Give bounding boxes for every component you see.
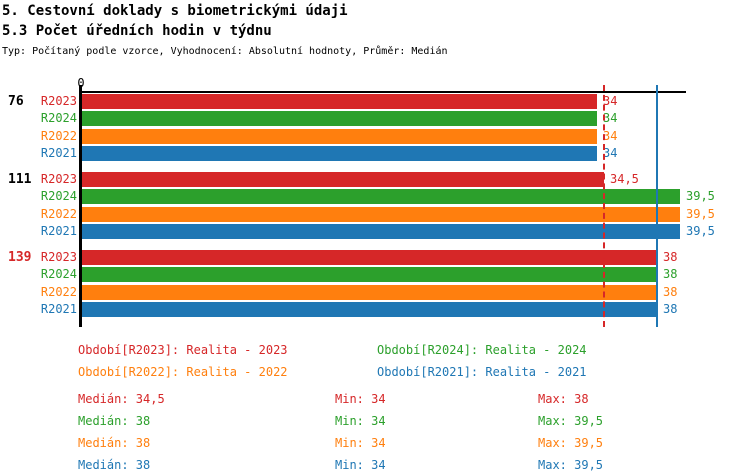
bar-value-label: 38: [663, 267, 678, 281]
stat-min-r2022: Min: 34: [335, 436, 386, 450]
chart-meta-line: Typ: Počítaný podle vzorce, Vyhodnocení:…: [2, 46, 448, 57]
group-label-111: 111: [8, 172, 32, 187]
bar-R2021-group-111: [82, 224, 680, 239]
stat-min-r2023: Min: 34: [335, 392, 386, 406]
reference-line-median-R2023: [603, 85, 605, 327]
row-label-R2024: R2024: [40, 111, 77, 125]
bar-R2023-group-111: [82, 172, 604, 187]
group-label-139: 139: [8, 250, 32, 265]
axis-left-line: [79, 85, 82, 327]
row-label-R2022: R2022: [40, 129, 77, 143]
bar-value-label: 34: [603, 111, 618, 125]
bar-R2021-group-76: [82, 146, 597, 161]
row-label-R2024: R2024: [40, 189, 77, 203]
row-label-R2021: R2021: [40, 146, 77, 160]
legend-item-r2021: Období[R2021]: Realita - 2021: [377, 365, 587, 379]
bar-R2022-group-76: [82, 129, 597, 144]
stat-median-r2022: Medián: 38: [78, 436, 151, 450]
bar-R2024-group-111: [82, 189, 680, 204]
row-label-R2021: R2021: [40, 224, 77, 238]
bar-value-label: 39,5: [686, 224, 715, 238]
axis-origin-label: 0: [77, 76, 85, 90]
stat-max-r2022: Max: 39,5: [538, 436, 604, 450]
bar-value-label: 38: [663, 250, 678, 264]
bar-R2021-group-139: [82, 302, 657, 317]
legend-item-r2023: Období[R2023]: Realita - 2023: [78, 343, 288, 357]
row-label-R2023: R2023: [40, 172, 77, 186]
row-label-R2024: R2024: [40, 267, 77, 281]
legend-item-r2024: Období[R2024]: Realita - 2024: [377, 343, 587, 357]
stat-min-r2021: Min: 34: [335, 458, 386, 472]
bar-R2022-group-139: [82, 285, 657, 300]
bar-value-label: 34: [603, 129, 618, 143]
stat-median-r2021: Medián: 38: [78, 458, 151, 472]
row-label-R2022: R2022: [40, 285, 77, 299]
reference-line-median-R2021: [656, 85, 658, 327]
bar-value-label: 34,5: [610, 172, 639, 186]
bar-R2024-group-76: [82, 111, 597, 126]
stat-max-r2024: Max: 39,5: [538, 414, 604, 428]
bar-value-label: 34: [603, 94, 618, 108]
bar-value-label: 39,5: [686, 189, 715, 203]
legend-item-r2022: Období[R2022]: Realita - 2022: [78, 365, 288, 379]
bar-value-label: 38: [663, 285, 678, 299]
bar-R2023-group-139: [82, 250, 657, 265]
stat-min-r2024: Min: 34: [335, 414, 386, 428]
stat-max-r2021: Max: 39,5: [538, 458, 604, 472]
row-label-R2023: R2023: [40, 94, 77, 108]
bar-value-label: 38: [663, 302, 678, 316]
row-label-R2023: R2023: [40, 250, 77, 264]
bar-value-label: 34: [603, 146, 618, 160]
bar-R2024-group-139: [82, 267, 657, 282]
stat-median-r2024: Medián: 38: [78, 414, 151, 428]
row-label-R2021: R2021: [40, 302, 77, 316]
stat-median-r2023: Medián: 34,5: [78, 392, 165, 406]
page-subtitle: 5.3 Počet úředních hodin v týdnu: [2, 23, 272, 39]
stat-max-r2023: Max: 38: [538, 392, 589, 406]
row-label-R2022: R2022: [40, 207, 77, 221]
page-title: 5. Cestovní doklady s biometrickými údaj…: [2, 3, 348, 19]
axis-top-line: [79, 91, 686, 93]
bar-R2022-group-111: [82, 207, 680, 222]
group-label-76: 76: [8, 94, 24, 109]
bar-chart: 0 76 R2023 34 R2024 34 R2022 34 R2021 34 111 R2023…: [8, 76, 715, 327]
bar-value-label: 39,5: [686, 207, 715, 221]
bar-R2023-group-76: [82, 94, 597, 109]
